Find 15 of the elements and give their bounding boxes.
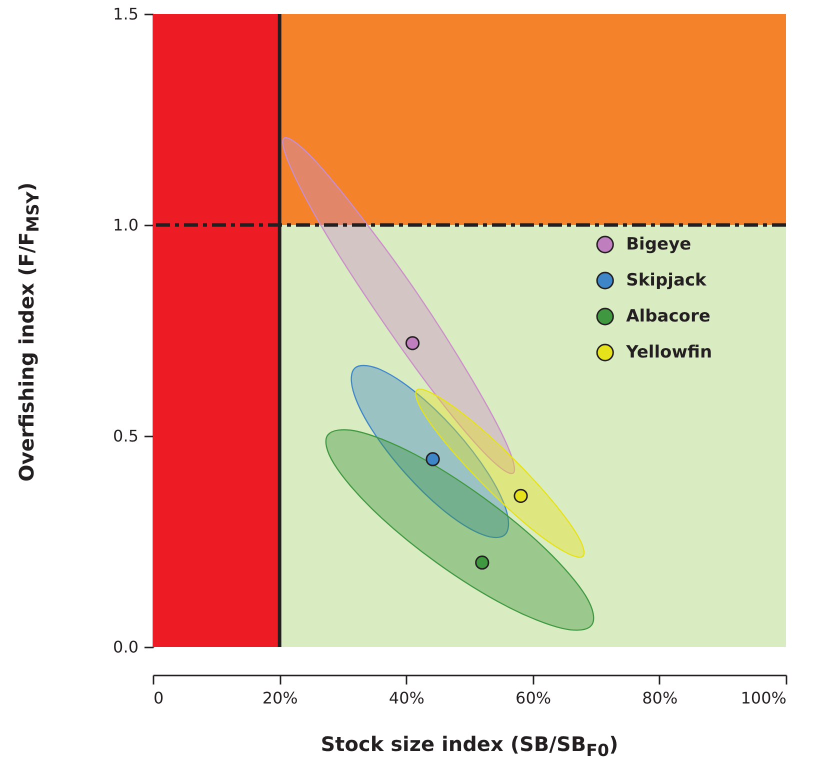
y-tick-label: 1.0 xyxy=(113,216,138,234)
legend-label: Skipjack xyxy=(626,270,708,291)
x-tick-label: 40% xyxy=(388,688,424,708)
x-axis-title: Stock size index (SB/SB$_{F0}$) xyxy=(320,732,620,760)
legend-label: Bigeye xyxy=(626,234,692,255)
x-tick-label: 60% xyxy=(516,688,552,708)
y-tick-label: 0.0 xyxy=(113,638,138,656)
y-tick-label: 0.5 xyxy=(113,426,138,446)
x-tick-label: 20% xyxy=(262,688,298,708)
legend-label: Albacore xyxy=(626,306,710,327)
legend-label: Yellowfin xyxy=(625,342,712,363)
x-tick-label: 0 xyxy=(154,688,164,708)
y-tick-label: 1.5 xyxy=(113,4,138,24)
x-tick-label: 100% xyxy=(740,688,786,708)
x-tick-label: 80% xyxy=(642,688,678,708)
